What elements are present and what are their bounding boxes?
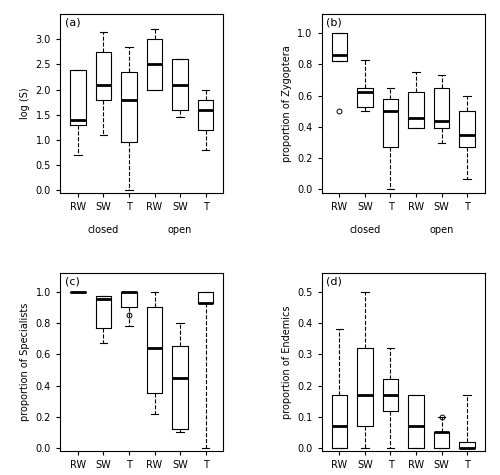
Y-axis label: proportion of Endemics: proportion of Endemics [282,305,292,419]
Text: (b): (b) [326,18,342,28]
Text: (a): (a) [65,18,80,28]
Text: (c): (c) [65,276,80,286]
Text: (d): (d) [326,276,342,286]
Text: closed: closed [350,225,380,235]
Text: closed: closed [88,225,119,235]
Text: open: open [168,225,192,235]
Y-axis label: log (S): log (S) [20,87,30,119]
Y-axis label: proportion of Specialists: proportion of Specialists [20,303,30,421]
Y-axis label: proportion of Zygoptera: proportion of Zygoptera [282,45,292,162]
Text: open: open [430,225,454,235]
